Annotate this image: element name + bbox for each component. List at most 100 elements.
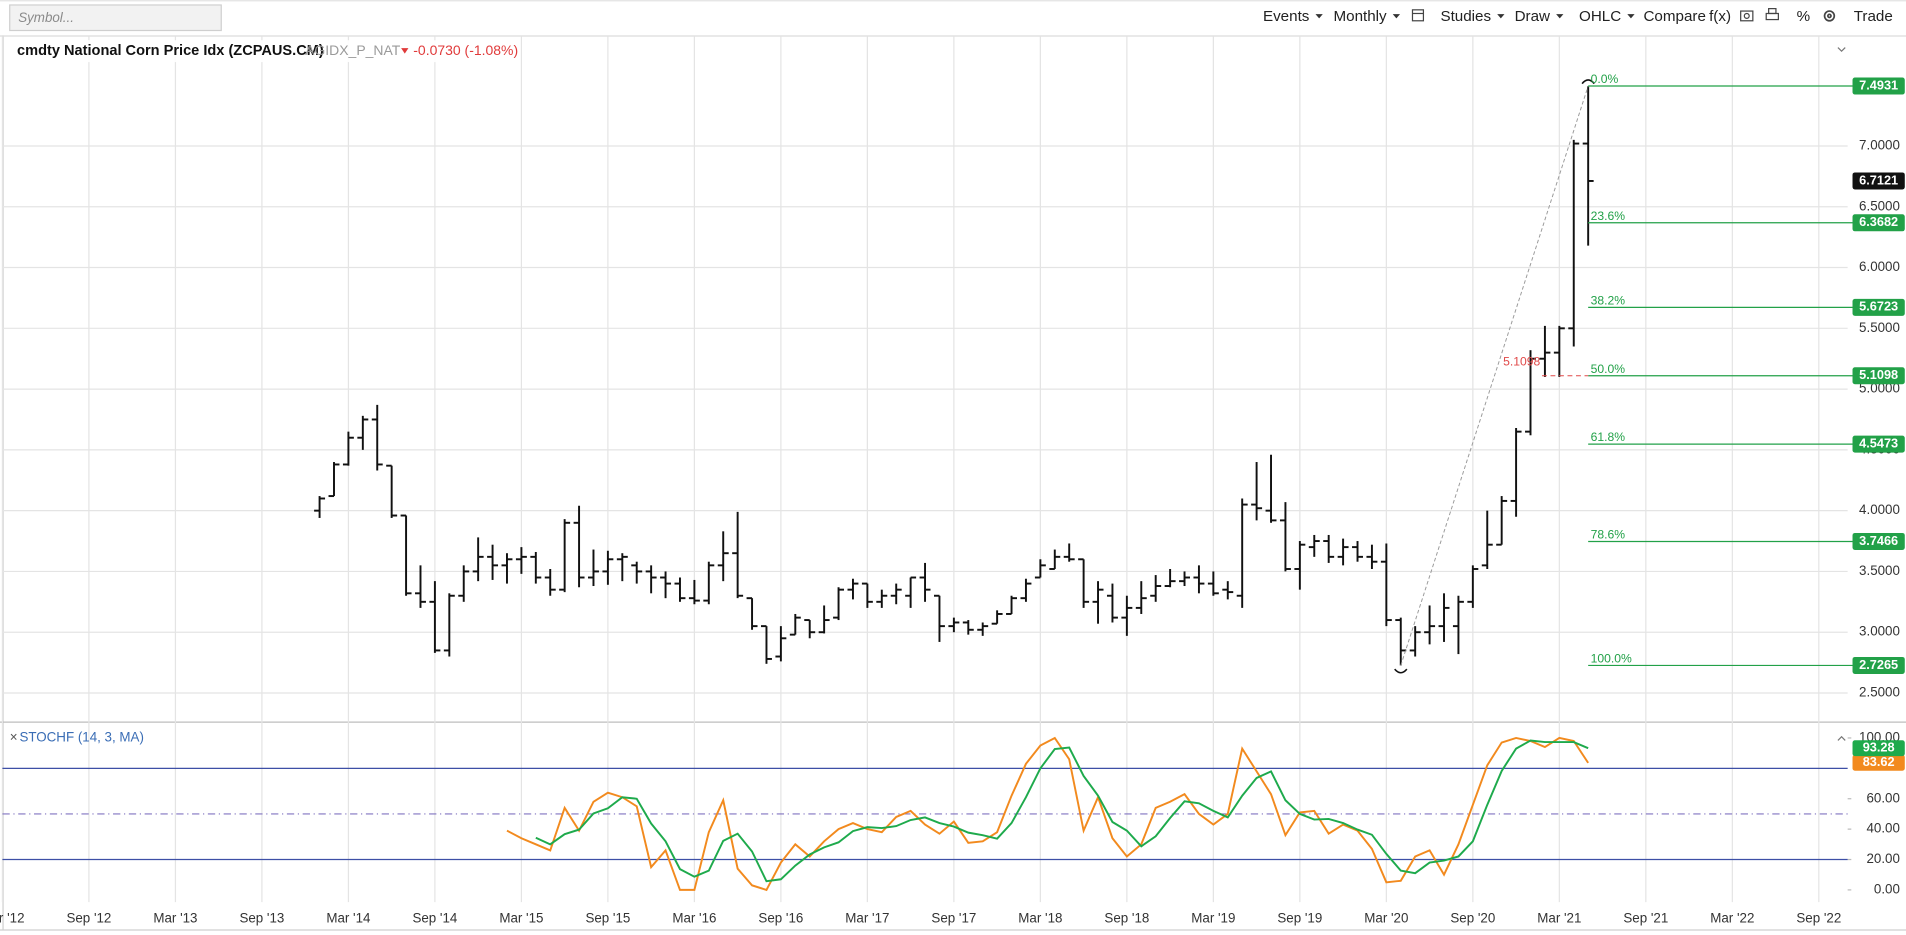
toolbar-item[interactable]: Studies bbox=[1440, 8, 1491, 25]
fib-price-tag bbox=[1852, 656, 1905, 674]
marks-layer bbox=[314, 86, 1594, 892]
fib-trend-line bbox=[1400, 85, 1589, 666]
x-tick-label: Sep '20 bbox=[1450, 911, 1495, 926]
y-tick-label: 3.5000 bbox=[1859, 563, 1900, 578]
print-icon-paper[interactable] bbox=[1768, 8, 1777, 15]
chart-title: cmdty National Corn Price Idx (ZCPAUS.CM… bbox=[17, 43, 324, 59]
fib-level-label: 0.0% bbox=[1591, 72, 1619, 86]
x-tick-label: Sep '21 bbox=[1623, 911, 1668, 926]
calendar-icon-body[interactable] bbox=[1411, 9, 1425, 22]
x-tick-label: Sep '19 bbox=[1277, 911, 1322, 926]
toolbar-item[interactable]: OHLC bbox=[1579, 8, 1621, 25]
x-tick-label: Mar '19 bbox=[1191, 911, 1235, 926]
x-tick-label: Sep '18 bbox=[1104, 911, 1149, 926]
x-tick-label: Sep '15 bbox=[585, 911, 630, 926]
toolbar-item[interactable]: Events bbox=[1263, 8, 1310, 25]
fib-level-label: 100.0% bbox=[1591, 652, 1632, 666]
down-arrow bbox=[401, 48, 409, 54]
y-tick-label: 20.00 bbox=[1866, 851, 1899, 866]
x-tick-label: Mar '16 bbox=[672, 911, 716, 926]
toolbar-item[interactable]: Draw bbox=[1515, 8, 1550, 25]
y-tick-label: 3.0000 bbox=[1859, 624, 1900, 639]
grid-layer: 2.50003.00003.50004.00004.50005.00005.50… bbox=[1, 36, 1900, 903]
toolbar-item[interactable]: % bbox=[1797, 8, 1811, 25]
last-price-tag bbox=[1852, 172, 1905, 190]
fib-price-tag bbox=[1852, 214, 1905, 232]
overlay-layer: 0.0% 7.4931 23.6% 6.3682 38.2% 5.6723 50.0% 5.1… bbox=[1394, 72, 1905, 771]
fib-price-label: 7.4931 bbox=[1859, 77, 1898, 92]
fib-price-tag bbox=[1852, 77, 1905, 95]
camera-icon[interactable] bbox=[1740, 10, 1754, 22]
dropdown-caret[interactable] bbox=[1556, 14, 1564, 19]
settings-icon-ring[interactable] bbox=[1823, 10, 1836, 22]
fib-high-bracket bbox=[1581, 79, 1595, 85]
calendar-icon[interactable] bbox=[1411, 9, 1425, 22]
close-study[interactable]: × bbox=[10, 729, 18, 744]
y-tick-label: 5.5000 bbox=[1859, 320, 1900, 335]
dropdown-caret[interactable] bbox=[1627, 14, 1635, 19]
dropdown-caret[interactable] bbox=[1497, 14, 1505, 19]
x-tick-label: Sep '17 bbox=[931, 911, 976, 926]
x-tick-label: Mar '18 bbox=[1018, 911, 1062, 926]
y-tick-label: 6.5000 bbox=[1859, 198, 1900, 213]
fib-price-label: 5.1098 bbox=[1859, 367, 1898, 382]
x-tick-label: Sep '13 bbox=[239, 911, 284, 926]
fib-price-tag bbox=[1852, 532, 1905, 550]
toolbar-item[interactable]: f(x) bbox=[1709, 8, 1731, 25]
settings-icon-hub[interactable] bbox=[1826, 13, 1832, 19]
stoch-value-tag bbox=[1852, 740, 1905, 757]
toolbar-item[interactable]: Monthly bbox=[1333, 8, 1387, 25]
dropdown-caret[interactable] bbox=[1392, 14, 1401, 19]
x-tick-label: Mar '15 bbox=[499, 911, 543, 926]
stoch-line bbox=[535, 739, 1589, 883]
y-tick-label: 7.0000 bbox=[1859, 138, 1900, 153]
fib-price-label: 6.3682 bbox=[1859, 214, 1898, 229]
fib-low-bracket bbox=[1394, 668, 1408, 674]
stoch-value-label: 93.28 bbox=[1863, 740, 1895, 755]
fib-level-label: 38.2% bbox=[1591, 293, 1626, 307]
x-tick-label: Mar '14 bbox=[326, 911, 371, 926]
symbol-placeholder[interactable]: Symbol... bbox=[18, 10, 74, 25]
expand-chevron[interactable] bbox=[1837, 735, 1846, 741]
price-change: -0.0730 (-1.08%) bbox=[413, 42, 518, 58]
stoch-line bbox=[506, 736, 1589, 892]
y-tick-label: 40.00 bbox=[1866, 821, 1899, 836]
study-title: STOCHF (14, 3, MA) bbox=[19, 729, 143, 744]
fib-price-label: 3.7466 bbox=[1859, 533, 1898, 548]
fib-level-label: 78.6% bbox=[1591, 528, 1626, 542]
symbol-input[interactable] bbox=[9, 4, 222, 32]
stoch-value-label: 83.62 bbox=[1863, 754, 1895, 769]
y-tick-label: 2.5000 bbox=[1859, 685, 1900, 700]
x-tick-label: Mar '20 bbox=[1364, 911, 1408, 926]
y-tick-label: 5.0000 bbox=[1859, 381, 1900, 396]
x-tick-label: Sep '22 bbox=[1796, 911, 1841, 926]
fib-price-label: 2.7265 bbox=[1859, 657, 1898, 672]
last-price-label: 6.7121 bbox=[1859, 172, 1898, 187]
x-tick-label: Mar '12 bbox=[0, 911, 25, 926]
fib-level-label: 50.0% bbox=[1591, 362, 1626, 376]
dropdown-caret[interactable] bbox=[1315, 14, 1323, 19]
fib-mid-label: 5.1098 bbox=[1503, 355, 1540, 369]
x-tick-label: Mar '21 bbox=[1537, 911, 1581, 926]
x-tick-label: Sep '16 bbox=[758, 911, 803, 926]
x-tick-label: Mar '17 bbox=[845, 911, 889, 926]
y-tick-label: 6.0000 bbox=[1859, 259, 1900, 274]
settings-icon[interactable] bbox=[1823, 10, 1836, 22]
x-tick-label: Mar '22 bbox=[1710, 911, 1754, 926]
x-tick-label: Sep '12 bbox=[66, 911, 111, 926]
camera-icon-lens[interactable] bbox=[1743, 12, 1750, 19]
collapse-chevron[interactable] bbox=[1837, 47, 1846, 53]
header-bg bbox=[9, 40, 521, 63]
fib-price-tag bbox=[1852, 435, 1905, 453]
fib-price-tag bbox=[1852, 367, 1905, 385]
y-tick-label: 4.0000 bbox=[1859, 502, 1900, 517]
fib-level-label: 23.6% bbox=[1591, 209, 1626, 223]
y-tick-label: 0.00 bbox=[1874, 881, 1900, 896]
camera-icon-body[interactable] bbox=[1740, 10, 1754, 22]
print-icon[interactable] bbox=[1765, 8, 1779, 21]
fib-price-label: 5.6723 bbox=[1859, 299, 1898, 314]
toolbar-item[interactable]: Trade bbox=[1854, 8, 1893, 25]
toolbar-item[interactable]: Compare bbox=[1643, 8, 1705, 25]
